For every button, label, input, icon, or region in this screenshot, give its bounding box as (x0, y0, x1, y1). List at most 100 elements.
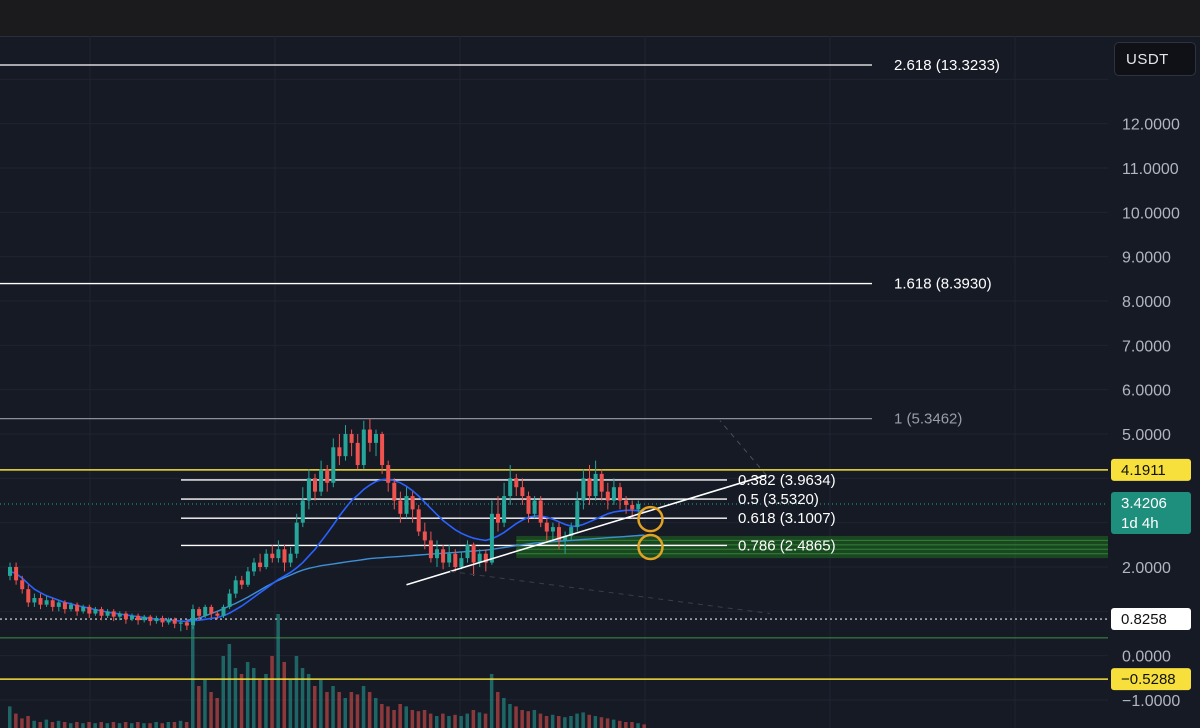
candle-body (160, 617, 165, 623)
volume-bar (319, 680, 323, 728)
volume-bar (502, 698, 506, 728)
price-badges: 4.1911 3.4206 1d 4h 0.8258 −0.5288 (1111, 458, 1191, 691)
candle-body (514, 478, 519, 488)
volume-bar (624, 722, 628, 728)
volume-bar (300, 668, 305, 728)
candle-body (32, 598, 37, 603)
volume-bar (618, 720, 622, 728)
y-axis-tick-label: 7.0000 (1122, 338, 1171, 355)
drawings[interactable] (406, 420, 771, 615)
candle-body (294, 522, 299, 554)
volume-bar (117, 723, 122, 728)
volume-bar (197, 686, 201, 728)
candle-body (331, 447, 336, 483)
candle-body (422, 531, 427, 541)
volume-bar (642, 724, 646, 728)
volume-bar (526, 711, 530, 728)
volume-bar (374, 698, 378, 728)
volume-bar (252, 668, 256, 728)
candle-body (605, 491, 610, 501)
candle-body (618, 487, 622, 501)
candle-body (191, 609, 195, 626)
candle-body (252, 562, 256, 572)
candle-body (136, 615, 141, 621)
price-badge-label: 3.4206 (1121, 495, 1167, 512)
fib-label-2-618: 2.618 (13.3233) (894, 57, 1000, 74)
volume-bar (136, 722, 140, 728)
volume-bar (453, 714, 457, 728)
candle-body (380, 434, 385, 466)
candle-body (197, 609, 202, 616)
fibonacci-retracement[interactable]: 2.618 (13.3233) 1.618 (8.3930) 1 (5.3462) 0… (0, 57, 1000, 554)
candle-body (349, 434, 354, 443)
volume-bar (264, 674, 268, 728)
candle-body (416, 509, 421, 532)
candle-body (14, 567, 19, 581)
candle-body (489, 513, 494, 563)
candle-body (62, 602, 67, 610)
volume-bar (172, 722, 177, 728)
candle-body (154, 617, 159, 622)
candle-body (69, 604, 73, 610)
volume-bar (392, 710, 396, 728)
candle-body (526, 496, 531, 514)
volume-bar (191, 626, 195, 728)
candle-body (575, 500, 580, 528)
candle-body (123, 613, 128, 620)
volume-bar (282, 662, 286, 728)
candle-body (459, 558, 464, 567)
volume-bar (14, 713, 18, 728)
price-badge-label: −0.5288 (1121, 671, 1176, 688)
volume-bar (93, 723, 97, 728)
candle-body (209, 606, 214, 614)
price-axis[interactable]: 12.0000 11.0000 10.0000 9.0000 8.0000 7.0000 6… (1122, 117, 1180, 710)
candle-body (593, 473, 598, 497)
volume-bar (447, 716, 451, 728)
highlight-circle (637, 505, 664, 533)
y-axis-tick-label: 2.0000 (1122, 560, 1171, 577)
volume-bar (489, 674, 494, 728)
candle-body (404, 496, 409, 514)
volume-bar (599, 717, 604, 728)
candle-body (142, 616, 147, 621)
fib-label-0-786: 0.786 (2.4865) (738, 537, 836, 554)
candle-body (550, 527, 555, 532)
candle-body (8, 567, 12, 576)
volume-bar (184, 722, 189, 728)
candle-body (105, 611, 110, 616)
y-axis-tick-label: 12.0000 (1122, 117, 1180, 134)
volume-bar (483, 713, 488, 728)
candle-body (520, 487, 525, 497)
candle-body (215, 613, 220, 616)
price-badge-yellow (1111, 458, 1191, 481)
volume-bar (239, 674, 244, 728)
currency-selector-button[interactable]: USDT (1114, 42, 1196, 76)
volume-bar (477, 712, 482, 728)
volume-bar (428, 713, 433, 728)
candlesticks (8, 418, 641, 632)
top-toolbar (0, 0, 1200, 37)
volume-bar (148, 723, 152, 728)
trendline (406, 474, 767, 586)
volume-bar (178, 720, 183, 728)
volume-bar (563, 717, 567, 728)
candle-body (166, 619, 171, 623)
volume-bar (520, 710, 524, 728)
y-axis-tick-label: −1.0000 (1122, 693, 1180, 710)
volume-bar (32, 720, 36, 728)
candle-body (477, 553, 482, 563)
support-zone-rect (516, 535, 1108, 559)
candle-body (172, 619, 177, 624)
volume-bar (508, 704, 512, 728)
candle-body (20, 580, 25, 590)
candle-body (453, 553, 458, 567)
candle-body (563, 535, 568, 541)
volume-bar (514, 706, 518, 728)
volume-bar (605, 718, 610, 728)
projection-dashed-line (449, 570, 771, 615)
volume-bar (441, 713, 445, 728)
candle-body (239, 580, 244, 585)
fib-label-0-382: 0.382 (3.9634) (738, 472, 836, 489)
candle-body (319, 469, 324, 492)
